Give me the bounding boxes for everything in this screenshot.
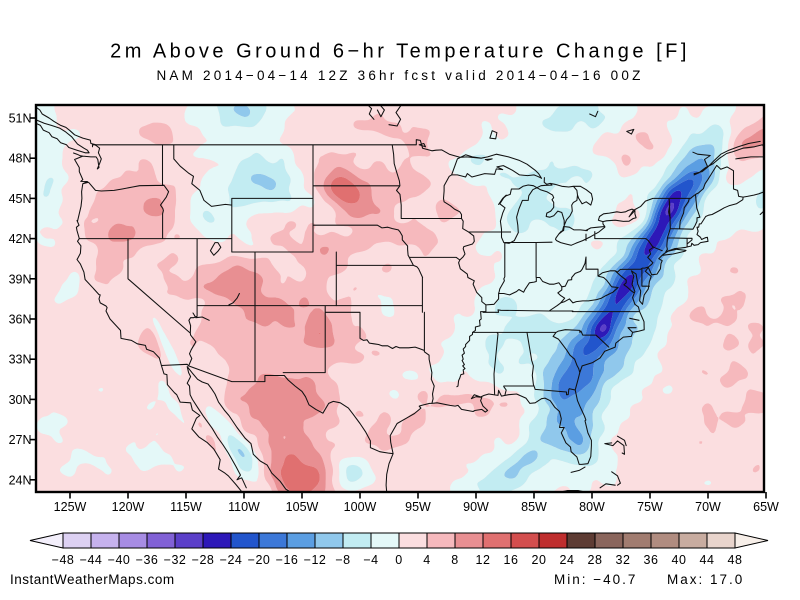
svg-text:36N: 36N [9, 313, 32, 327]
svg-text:44: 44 [700, 553, 715, 567]
svg-text:24: 24 [560, 553, 575, 567]
svg-text:−32: −32 [164, 553, 187, 567]
svg-text:−16: −16 [276, 553, 299, 567]
svg-text:75W: 75W [637, 500, 663, 514]
svg-text:12: 12 [476, 553, 491, 567]
svg-text:−44: −44 [80, 553, 103, 567]
svg-text:20: 20 [532, 553, 547, 567]
svg-text:Min: −40.7: Min: −40.7 [554, 572, 637, 587]
svg-text:2m Above Ground 6−hr Temperatu: 2m Above Ground 6−hr Temperature Change … [110, 41, 690, 63]
svg-text:90W: 90W [463, 500, 489, 514]
svg-text:−4: −4 [363, 553, 378, 567]
svg-text:51N: 51N [9, 112, 32, 126]
svg-text:−24: −24 [220, 553, 243, 567]
svg-text:105W: 105W [286, 500, 319, 514]
svg-text:−12: −12 [304, 553, 327, 567]
svg-text:−40: −40 [108, 553, 131, 567]
svg-text:28: 28 [588, 553, 603, 567]
svg-text:39N: 39N [9, 272, 32, 286]
svg-text:85W: 85W [521, 500, 547, 514]
svg-text:−28: −28 [192, 553, 215, 567]
svg-text:8: 8 [451, 553, 458, 567]
svg-text:120W: 120W [112, 500, 145, 514]
svg-text:30N: 30N [9, 393, 32, 407]
svg-text:−20: −20 [248, 553, 271, 567]
svg-text:110W: 110W [228, 500, 260, 514]
svg-text:16: 16 [504, 553, 519, 567]
svg-text:80W: 80W [579, 500, 605, 514]
svg-text:70W: 70W [695, 500, 721, 514]
svg-text:100W: 100W [344, 500, 377, 514]
svg-text:65W: 65W [753, 500, 779, 514]
svg-text:Max: 17.0: Max: 17.0 [667, 572, 744, 587]
svg-text:InstantWeatherMaps.com: InstantWeatherMaps.com [10, 572, 175, 587]
svg-text:−48: −48 [52, 553, 75, 567]
svg-text:115W: 115W [170, 500, 202, 514]
svg-text:4: 4 [423, 553, 430, 567]
svg-text:0: 0 [395, 553, 402, 567]
svg-text:−8: −8 [335, 553, 350, 567]
svg-text:95W: 95W [405, 500, 431, 514]
svg-text:32: 32 [616, 553, 631, 567]
svg-text:33N: 33N [9, 353, 32, 367]
svg-text:36: 36 [644, 553, 659, 567]
svg-text:24N: 24N [9, 473, 32, 487]
svg-text:48: 48 [728, 553, 743, 567]
svg-text:48N: 48N [9, 152, 32, 166]
svg-text:42N: 42N [9, 232, 32, 246]
svg-text:27N: 27N [9, 433, 32, 447]
svg-text:40: 40 [672, 553, 687, 567]
svg-text:NAM 2014−04−14 12Z 36hr fcst v: NAM 2014−04−14 12Z 36hr fcst valid 2014−… [156, 68, 643, 83]
svg-text:45N: 45N [9, 192, 32, 206]
svg-text:125W: 125W [54, 500, 87, 514]
svg-text:−36: −36 [136, 553, 159, 567]
